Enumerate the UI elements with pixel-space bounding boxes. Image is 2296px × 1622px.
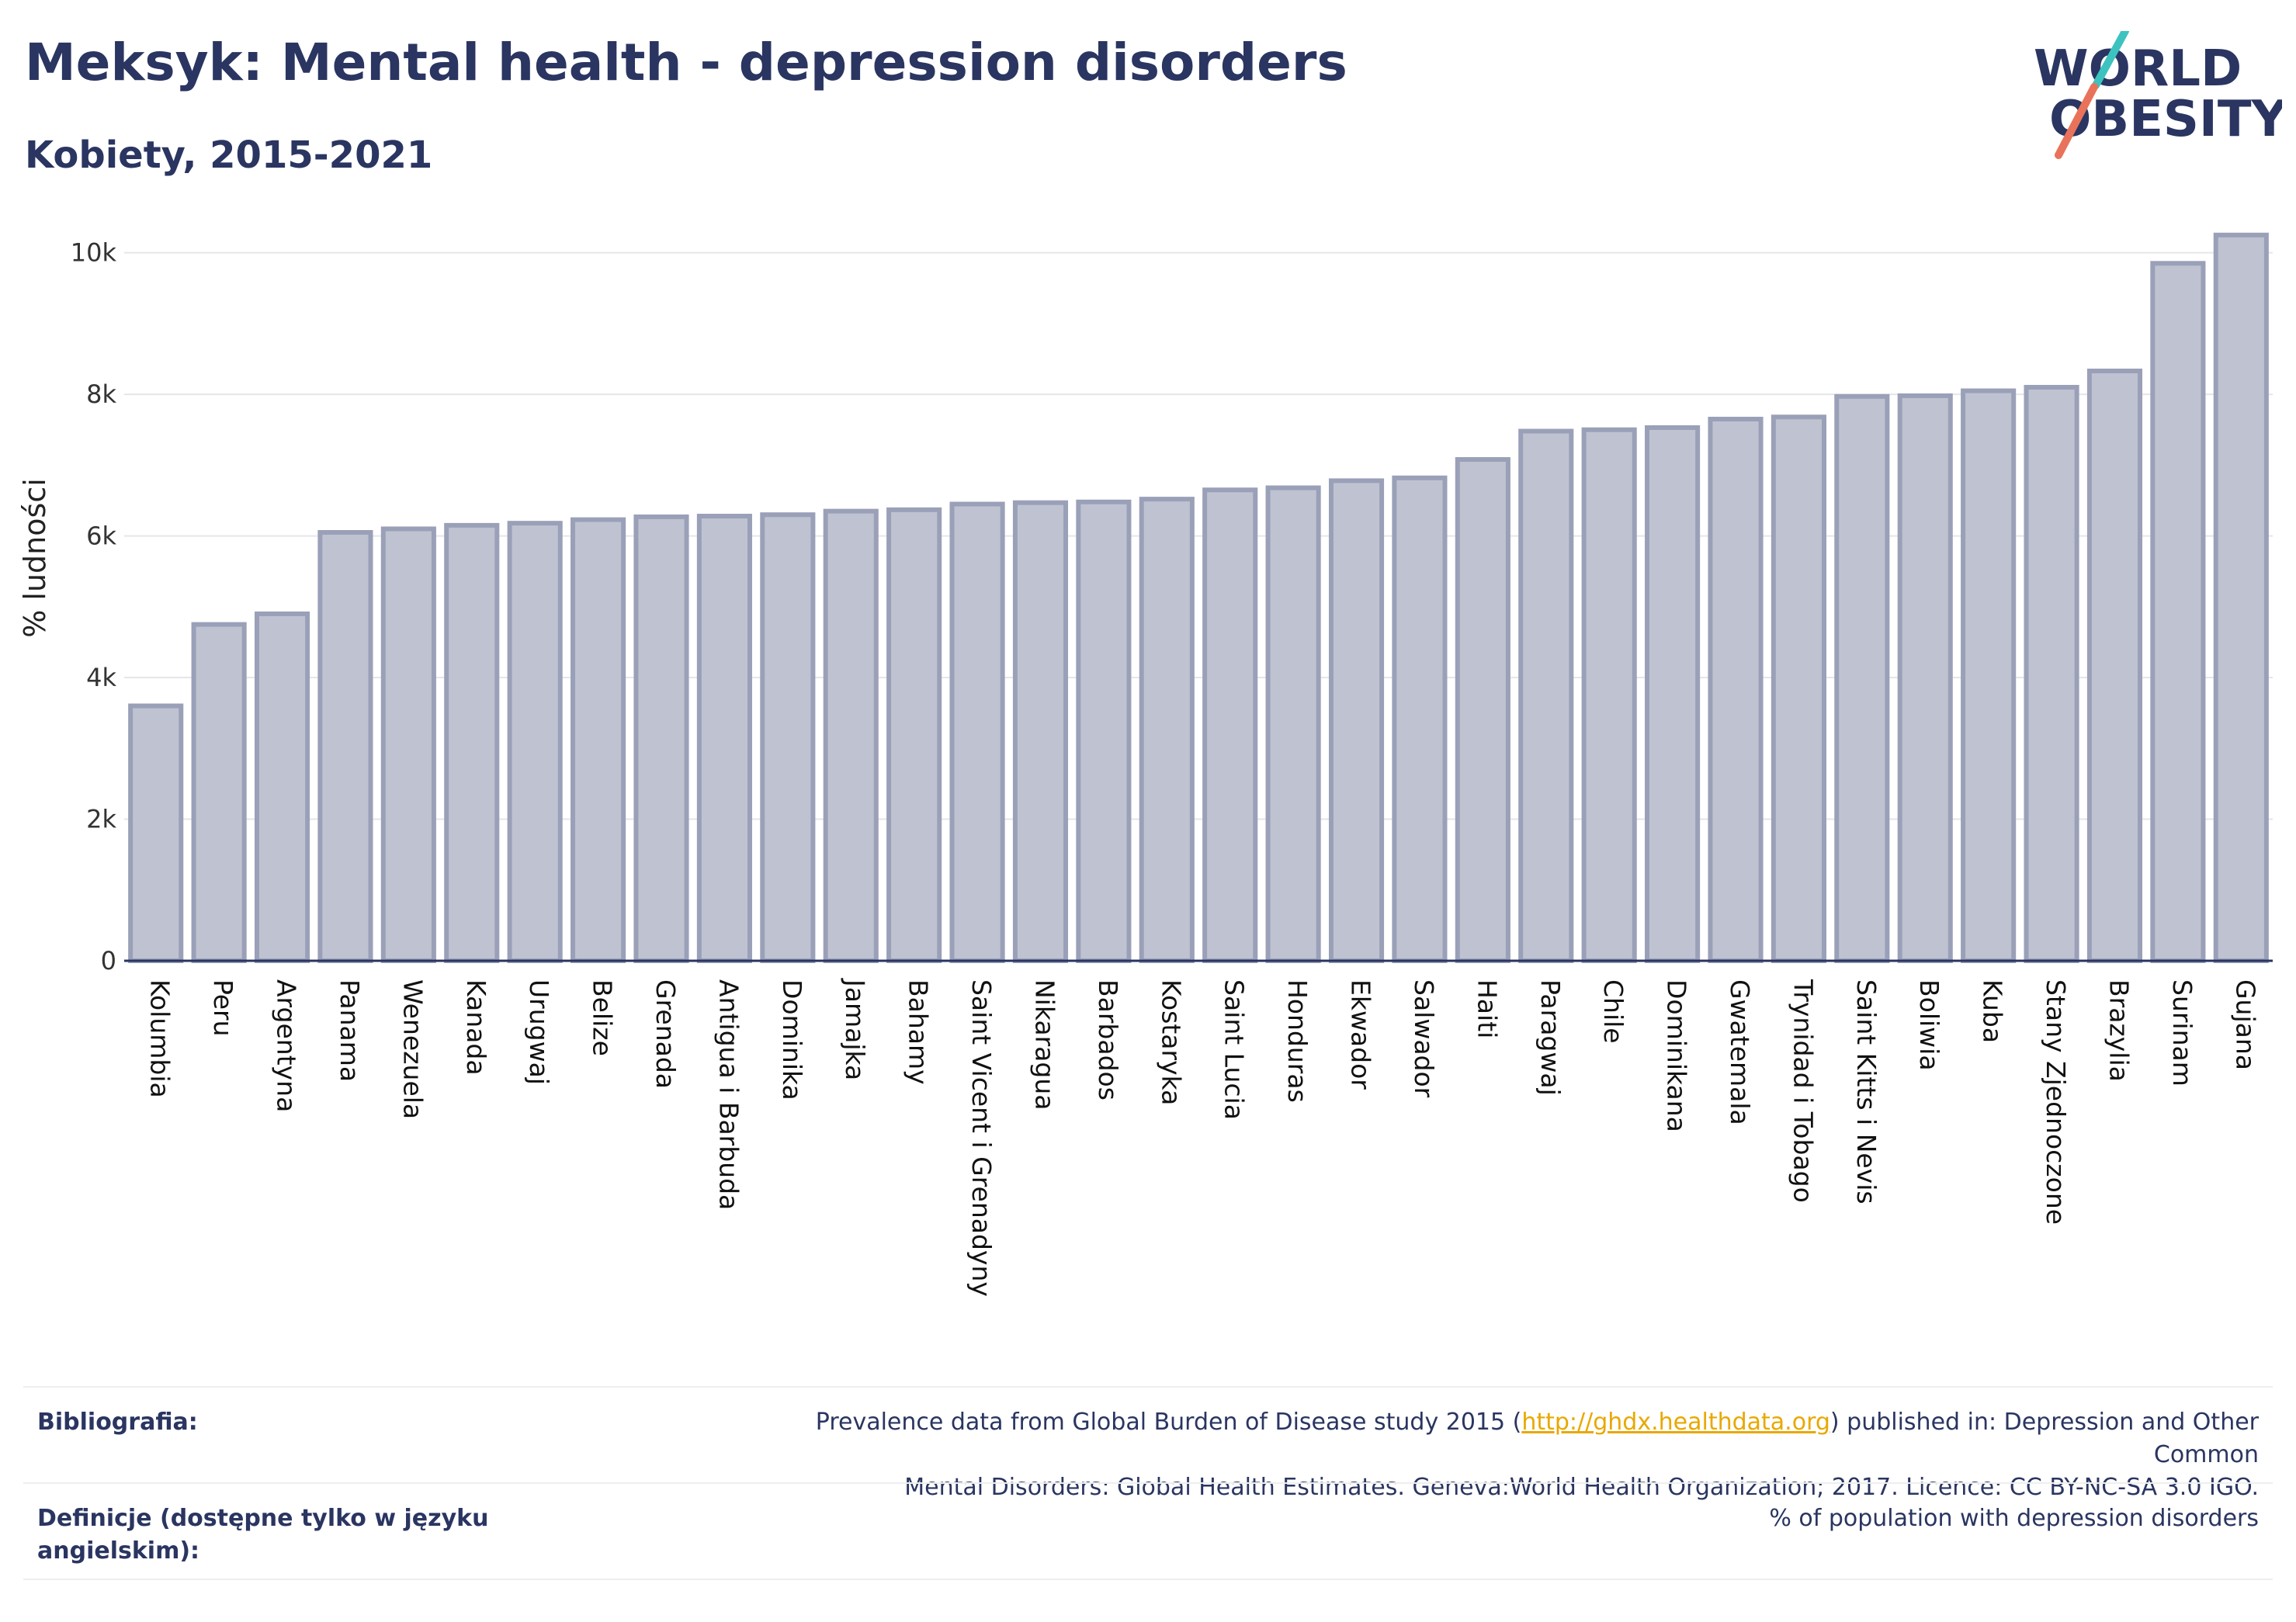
bar-kostaryka[interactable] xyxy=(1139,497,1195,963)
bar-chile[interactable] xyxy=(1581,427,1637,963)
y-axis-ticks: 0 2k 4k 6k 8k 10k xyxy=(71,238,117,976)
bar-antigua-i-barbuda[interactable] xyxy=(696,514,752,963)
definitions-value: % of population with depression disorder… xyxy=(1769,1505,2259,1532)
x-tick-label: Saint Vicent i Grenadyny xyxy=(966,979,997,1297)
bar-saint-lucia[interactable] xyxy=(1202,487,1258,963)
y-tick-label: 10k xyxy=(71,238,117,268)
x-tick-label: Urugwaj xyxy=(524,979,554,1085)
bar-boliwia[interactable] xyxy=(1897,393,1953,964)
bar-chart: 0 2k 4k 6k 8k 10k Kolumbia Peru Argentyna Panama… xyxy=(18,232,2273,1297)
bar-wenezuela[interactable] xyxy=(380,526,436,963)
x-tick-label: Paragwaj xyxy=(1535,979,1566,1096)
x-tick-label: Antigua i Barbuda xyxy=(713,979,744,1210)
bar-haiti[interactable] xyxy=(1455,457,1510,963)
bar-paragwaj[interactable] xyxy=(1518,428,1574,963)
y-tick-label: 6k xyxy=(86,522,116,551)
x-tick-label: Panama xyxy=(335,979,365,1082)
bar-argentyna[interactable] xyxy=(254,611,310,964)
bar-honduras[interactable] xyxy=(1265,485,1321,963)
definitions-label-line1: Definicje (dostępne tylko w języku xyxy=(37,1505,489,1532)
bar-nikaragua[interactable] xyxy=(1012,500,1069,963)
x-tick-label: Gujana xyxy=(2230,979,2260,1070)
bar-gujana[interactable] xyxy=(2213,232,2269,963)
bar-dominikana[interactable] xyxy=(1645,425,1701,963)
x-tick-label: Saint Kitts i Nevis xyxy=(1851,979,1882,1204)
bar-panama[interactable] xyxy=(317,530,373,963)
x-tick-label: Ekwador xyxy=(1346,979,1376,1090)
bar-brazylia[interactable] xyxy=(2086,368,2143,963)
bar-urugwaj[interactable] xyxy=(507,521,563,963)
x-tick-label: Chile xyxy=(1598,979,1628,1044)
definitions-label-line2: angielskim): xyxy=(37,1537,200,1565)
bar-saint-vicent-i-grenadyny[interactable] xyxy=(949,501,1005,963)
footer-definitions: Definicje (dostępne tylko w języku angie… xyxy=(23,1482,2273,1580)
y-tick-label: 2k xyxy=(86,805,116,834)
x-tick-label: Belize xyxy=(588,979,618,1056)
x-tick-label: Barbados xyxy=(1093,979,1123,1100)
x-tick-label: Brazylia xyxy=(2104,979,2134,1082)
logo-slash-teal xyxy=(2092,31,2129,89)
y-tick-label: 4k xyxy=(86,663,116,692)
x-tick-label: Argentyna xyxy=(272,979,302,1112)
x-tick-label: Grenada xyxy=(650,979,681,1089)
y-tick-label: 8k xyxy=(86,380,116,409)
chart-title: Meksyk: Mental health - depression disor… xyxy=(25,33,1347,92)
x-tick-label: Honduras xyxy=(1282,979,1313,1103)
bar-stany-zjednoczone[interactable] xyxy=(2024,384,2079,963)
x-tick-label: Jamajka xyxy=(840,978,870,1080)
bars xyxy=(128,232,2269,964)
y-axis-label: % ludności xyxy=(18,478,52,638)
x-tick-label: Kolumbia xyxy=(145,979,175,1098)
x-tick-label: Trynidad i Tobago xyxy=(1788,979,1818,1203)
bar-trynidad-i-tobago[interactable] xyxy=(1771,414,1826,963)
footer-bottom-border xyxy=(23,1579,2273,1580)
bar-ekwador[interactable] xyxy=(1328,478,1385,963)
x-axis-labels: Kolumbia Peru Argentyna Panama Wenezuela Kana… xyxy=(145,978,2261,1297)
x-tick-label: Kuba xyxy=(1978,979,2008,1043)
bar-jamajka[interactable] xyxy=(823,508,879,963)
bibliography-pre: Prevalence data from Global Burden of Di… xyxy=(815,1409,1522,1436)
x-tick-label: Kanada xyxy=(461,979,491,1076)
x-tick-label: Gwatemala xyxy=(1725,979,1755,1125)
bar-saint-kitts-i-nevis[interactable] xyxy=(1834,393,1890,963)
y-tick-label: 0 xyxy=(101,946,116,976)
bibliography-link[interactable]: http://ghdx.healthdata.org xyxy=(1521,1409,1830,1436)
chart-subtitle: Kobiety, 2015-2021 xyxy=(25,133,433,177)
bar-kuba[interactable] xyxy=(1961,388,2017,963)
world-obesity-logo: WORLD OBESITY xyxy=(2034,31,2282,159)
bar-barbados[interactable] xyxy=(1076,499,1132,963)
x-tick-label: Haiti xyxy=(1472,979,1502,1038)
x-tick-label: Wenezuela xyxy=(397,979,428,1119)
bar-gwatemala[interactable] xyxy=(1708,417,1764,963)
x-tick-label: Salwador xyxy=(1409,979,1439,1098)
bibliography-line2: Mental Disorders: Global Health Estimate… xyxy=(904,1474,2259,1501)
x-tick-label: Stany Zjednoczone xyxy=(2041,979,2071,1225)
bar-belize[interactable] xyxy=(571,517,626,963)
x-tick-label: Bahamy xyxy=(903,979,934,1085)
definitions-label: Definicje (dostępne tylko w języku angie… xyxy=(37,1502,581,1568)
bibliography-text: Prevalence data from Global Burden of Di… xyxy=(706,1406,2259,1504)
logo-slash-coral xyxy=(2055,83,2098,159)
bar-peru[interactable] xyxy=(191,622,247,963)
x-tick-label: Saint Lucia xyxy=(1219,979,1250,1120)
x-tick-label: Boliwia xyxy=(1914,979,1944,1071)
bar-grenada[interactable] xyxy=(633,514,689,963)
bibliography-label: Bibliografia: xyxy=(37,1409,198,1436)
x-tick-label: Kostaryka xyxy=(1156,979,1186,1105)
bar-kolumbia[interactable] xyxy=(128,703,184,963)
bar-bahamy[interactable] xyxy=(886,507,942,963)
x-tick-label: Nikaragua xyxy=(1029,979,1060,1110)
footer-bibliography: Bibliografia: Prevalence data from Globa… xyxy=(23,1386,2273,1501)
x-tick-label: Surinam xyxy=(2167,979,2197,1087)
logo-text-world: WORLD xyxy=(2034,40,2242,98)
bibliography-post: ) published in: Depression and Other Com… xyxy=(1830,1409,2259,1468)
bar-dominika[interactable] xyxy=(760,512,816,963)
bar-kanada[interactable] xyxy=(444,522,500,963)
x-tick-label: Dominikana xyxy=(1662,979,1692,1132)
x-tick-label: Peru xyxy=(208,979,238,1037)
bar-surinam[interactable] xyxy=(2150,261,2206,963)
x-tick-label: Dominika xyxy=(777,979,807,1100)
bar-salwador[interactable] xyxy=(1392,475,1448,963)
